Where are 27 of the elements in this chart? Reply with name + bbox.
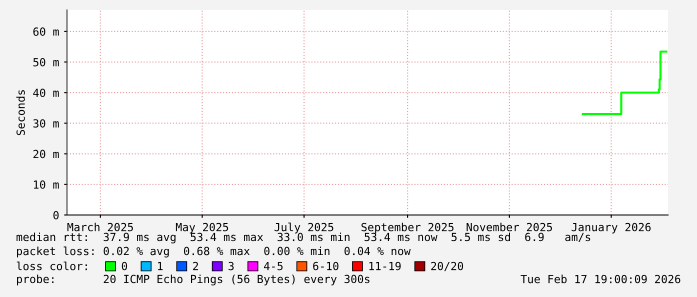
- y-tick-label: 30 m: [33, 119, 59, 128]
- x-tick-label: May 2025: [176, 222, 228, 234]
- legend-label: 11-19: [369, 262, 401, 270]
- legend-label: 0: [122, 262, 128, 270]
- y-tick-label: 50 m: [33, 58, 59, 66]
- y-tick-label: 0: [53, 211, 59, 220]
- legend-label: 6-10: [313, 262, 338, 270]
- legend-label: 2: [193, 262, 198, 270]
- text: probe: 20 ICMP Echo Pings (56 Bytes) every 300s: [17, 274, 370, 286]
- x-tick-label: September 2025: [361, 222, 454, 234]
- legend-title: loss color:: [16, 262, 87, 270]
- x-tick-label: November 2025: [466, 222, 552, 232]
- legend-label: 4-5: [264, 262, 283, 270]
- x-tick-label: March 2025: [67, 222, 133, 232]
- y-tick-label: 60 m: [33, 27, 59, 36]
- y-tick-label: 20 m: [33, 150, 59, 158]
- y-tick-label: 40 m: [33, 88, 59, 98]
- legend-label: 3: [228, 262, 234, 270]
- y-tick-label: 10 m: [34, 180, 59, 189]
- x-tick-label: July 2025: [274, 222, 334, 234]
- text: packet loss: 0.02 % avg 0.68 % max 0.00 % min 0.04 % now: [17, 246, 411, 258]
- y-axis-title: Seconds: [16, 90, 25, 136]
- text: median rtt: 37.9 ms avg 53.4 ms max 33.0 ms min 53.4 ms now 5.5 ms sd 6.9 am/s: [16, 232, 590, 244]
- x-tick-label: January 2026: [572, 222, 651, 234]
- legend-label: 1: [158, 262, 163, 270]
- text: Tue Feb 17 19:00:09 2026: [520, 274, 680, 284]
- legend-label: 20/20: [431, 262, 464, 272]
